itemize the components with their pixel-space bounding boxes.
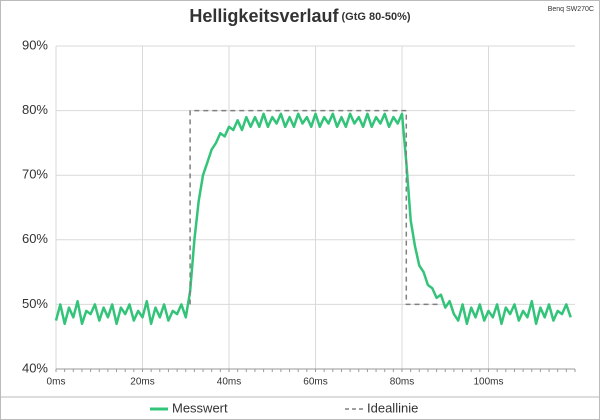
y-tick-label: 70%	[22, 167, 48, 182]
x-tick-label: 0ms	[47, 377, 66, 388]
series-line	[54, 112, 572, 326]
y-tick-label: 40%	[22, 360, 48, 375]
series-line	[189, 109, 441, 306]
note: Benq SW270C	[548, 6, 594, 13]
title: Helligkeitsverlauf	[189, 6, 339, 26]
chart-title: Helligkeitsverlauf (GtG 80-50%)	[189, 6, 410, 26]
x-tick-label: 60ms	[303, 377, 327, 388]
x-tick-label: 100ms	[473, 377, 503, 388]
legend-label: Ideallinie	[367, 400, 418, 415]
subtitle: (GtG 80-50%)	[341, 11, 410, 23]
x-tick-label: 40ms	[217, 377, 241, 388]
y-tick-label: 80%	[22, 102, 48, 117]
y-tick-label: 60%	[22, 231, 48, 246]
legend-label: Messwert	[172, 400, 228, 415]
x-tick-label: 80ms	[390, 377, 414, 388]
x-tick-label: 20ms	[130, 377, 154, 388]
y-tick-label: 50%	[22, 296, 48, 311]
y-tick-label: 90%	[22, 37, 48, 52]
